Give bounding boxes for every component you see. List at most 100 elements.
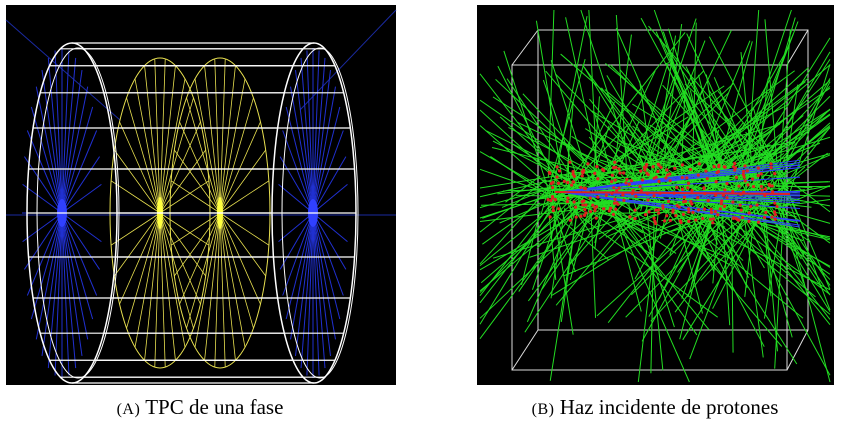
hit (760, 189, 763, 192)
hit (690, 189, 693, 192)
hit (581, 203, 584, 206)
hit (704, 170, 707, 173)
hit (614, 179, 617, 182)
hit (574, 206, 577, 209)
hit (668, 172, 671, 175)
hit (771, 215, 774, 218)
hit (657, 212, 660, 215)
hit (685, 176, 688, 179)
hit (644, 213, 647, 216)
hit (746, 169, 749, 172)
hit (546, 198, 549, 201)
caption-text: Haz incidente de protones (560, 395, 779, 419)
hit (584, 203, 587, 206)
hit (579, 186, 582, 189)
hit (746, 183, 749, 186)
hit (613, 198, 616, 201)
hit (715, 171, 718, 174)
hit (760, 185, 763, 188)
hit (706, 177, 709, 180)
hit (687, 210, 690, 213)
hit (618, 187, 621, 190)
hit (663, 219, 666, 222)
hit (555, 176, 558, 179)
hit (712, 165, 715, 168)
hit (712, 217, 715, 220)
hit (681, 176, 684, 179)
hit (552, 206, 555, 209)
hit (742, 170, 745, 173)
hit (723, 205, 726, 208)
hit (733, 168, 736, 171)
hit (566, 181, 569, 184)
hit (701, 217, 704, 220)
hit (583, 186, 586, 189)
hit (557, 182, 560, 185)
hit (739, 204, 742, 207)
hit (748, 211, 751, 214)
hit (593, 209, 596, 212)
hit (656, 170, 659, 173)
hit (764, 211, 767, 214)
hit (687, 220, 690, 223)
hit (566, 196, 569, 199)
hit (675, 186, 678, 189)
hit (557, 207, 560, 210)
hit (752, 185, 755, 188)
hit (651, 165, 654, 168)
hit (613, 202, 616, 205)
hit (716, 213, 719, 216)
hit (770, 166, 773, 169)
hit (687, 207, 690, 210)
hit (768, 183, 771, 186)
hit (673, 167, 676, 170)
hit (710, 208, 713, 211)
hit (659, 166, 662, 169)
hit (681, 163, 684, 166)
hit (697, 174, 700, 177)
hit (694, 218, 697, 221)
hit (617, 167, 620, 170)
hit (605, 194, 608, 197)
hit (740, 208, 743, 211)
hit (665, 168, 668, 171)
hit (647, 210, 650, 213)
hit (714, 210, 717, 213)
hit (773, 210, 776, 213)
hit (774, 218, 777, 221)
hit (715, 180, 718, 183)
hit (732, 217, 735, 220)
hit (689, 200, 692, 203)
hit (643, 166, 646, 169)
hit (583, 208, 586, 211)
hit (641, 178, 644, 181)
hit (652, 194, 655, 197)
hit (581, 170, 584, 173)
panel-label: (A) (117, 401, 141, 418)
hit (657, 180, 660, 183)
hit (647, 173, 650, 176)
hit (689, 168, 692, 171)
hit (763, 216, 766, 219)
hit (622, 171, 625, 174)
hit (595, 205, 598, 208)
hit (686, 186, 689, 189)
hit (549, 215, 552, 218)
hit (596, 196, 599, 199)
hit (744, 179, 747, 182)
hit (551, 186, 554, 189)
hit (679, 219, 682, 222)
hit (612, 186, 615, 189)
hit (570, 183, 573, 186)
hit (669, 179, 672, 182)
hit (771, 190, 774, 193)
caption-a: (A) TPC de una fase (117, 395, 284, 420)
hit (614, 166, 617, 169)
hit (609, 207, 612, 210)
hit (634, 209, 637, 212)
hit (757, 167, 760, 170)
hit (755, 203, 758, 206)
hit (771, 184, 774, 187)
hit (563, 180, 566, 183)
hit (657, 208, 660, 211)
